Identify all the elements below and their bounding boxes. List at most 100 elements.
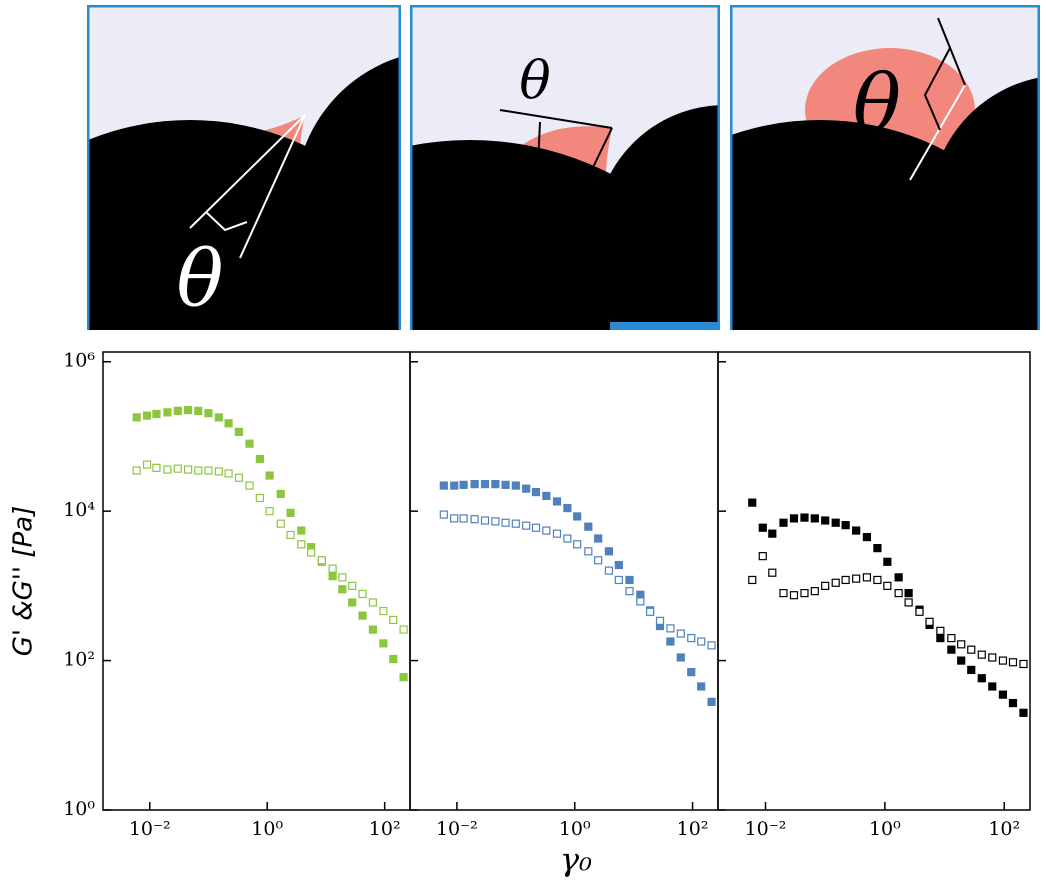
filled-marker <box>697 682 706 691</box>
open-marker <box>204 466 213 475</box>
filled-marker <box>1008 698 1018 708</box>
filled-marker <box>988 682 997 691</box>
x-tick-label: 10⁰ <box>559 818 591 840</box>
plot-frame <box>102 351 411 811</box>
open-marker <box>915 607 924 616</box>
open-marker <box>328 564 337 573</box>
filled-marker <box>748 498 757 507</box>
open-marker <box>810 587 819 596</box>
open-marker <box>584 547 593 556</box>
open-marker <box>522 521 531 530</box>
filled-marker <box>614 560 623 570</box>
open-marker <box>142 460 152 469</box>
open-marker <box>234 473 244 482</box>
filled-marker <box>245 439 254 448</box>
filled-marker <box>666 637 675 646</box>
open-marker <box>873 575 882 585</box>
open-marker <box>573 540 582 549</box>
open-marker <box>862 573 872 582</box>
filled-marker <box>967 665 976 675</box>
open-marker <box>768 568 777 577</box>
filled-marker <box>789 514 799 523</box>
x-tick-label: 10² <box>988 818 1020 840</box>
open-marker <box>480 516 490 525</box>
x-tick-label: 10⁻² <box>745 818 787 840</box>
open-marker <box>614 575 623 585</box>
theta-label: θ <box>853 57 901 150</box>
open-marker <box>707 641 716 650</box>
filled-marker <box>491 480 500 489</box>
filled-marker <box>163 408 172 417</box>
x-tick-label: 10² <box>369 818 401 840</box>
x-tick-label: 10⁰ <box>869 818 901 840</box>
filled-marker <box>998 690 1008 699</box>
filled-marker <box>957 656 966 665</box>
open-marker <box>552 529 562 538</box>
filled-marker <box>265 471 274 480</box>
open-marker <box>439 510 448 519</box>
filled-marker <box>297 526 306 535</box>
filled-marker <box>255 454 264 464</box>
filled-marker <box>368 625 377 634</box>
filled-marker <box>234 427 244 437</box>
open-marker <box>852 574 861 583</box>
open-marker <box>132 466 141 475</box>
open-marker <box>470 515 479 524</box>
open-marker <box>883 581 892 590</box>
filled-marker <box>810 514 819 523</box>
open-marker <box>338 573 347 582</box>
filled-marker <box>841 521 850 530</box>
filled-marker <box>204 409 213 418</box>
x-tick-label: 10⁰ <box>251 818 283 840</box>
open-marker <box>957 640 966 649</box>
filled-marker <box>936 633 945 643</box>
filled-marker <box>358 611 367 620</box>
filled-marker <box>862 532 872 542</box>
filled-marker <box>224 419 233 428</box>
open-marker <box>697 637 706 646</box>
filled-marker <box>450 481 459 490</box>
open-marker <box>358 589 367 599</box>
filled-marker <box>977 674 986 683</box>
open-marker <box>297 540 306 549</box>
filled-marker <box>779 518 788 527</box>
filled-marker <box>399 673 408 682</box>
filled-marker <box>194 406 203 415</box>
open-marker <box>265 507 274 516</box>
filled-marker <box>286 508 295 517</box>
open-marker <box>389 615 398 625</box>
open-marker <box>758 552 767 561</box>
plot-frame <box>717 351 1031 811</box>
open-marker <box>173 464 182 473</box>
filled-marker <box>831 518 840 527</box>
filled-marker <box>947 645 956 654</box>
filled-marker <box>214 413 223 422</box>
filled-marker <box>480 480 490 489</box>
filled-marker <box>768 529 777 538</box>
open-marker <box>491 517 500 526</box>
y-tick-label: 10² <box>63 649 95 671</box>
filled-marker <box>348 598 357 607</box>
open-marker <box>245 481 254 490</box>
open-marker <box>317 556 326 565</box>
open-marker <box>748 575 757 585</box>
open-marker <box>501 518 510 527</box>
filled-marker <box>758 523 767 532</box>
open-marker <box>988 653 997 662</box>
filled-marker <box>625 575 634 585</box>
open-marker <box>894 589 903 598</box>
filled-marker <box>1019 708 1028 717</box>
open-marker <box>594 556 603 565</box>
theta-label: θ <box>177 235 224 325</box>
plot-frame <box>409 351 719 811</box>
filled-marker <box>687 668 696 677</box>
schematic-panel: θ <box>730 5 1040 330</box>
open-marker <box>967 645 976 654</box>
filled-marker <box>522 484 531 493</box>
open-marker <box>184 465 193 474</box>
y-axis-label: G' &G'' [Pa] <box>9 506 39 656</box>
open-marker <box>841 575 850 585</box>
open-marker <box>625 587 634 596</box>
filled-marker <box>338 585 347 594</box>
